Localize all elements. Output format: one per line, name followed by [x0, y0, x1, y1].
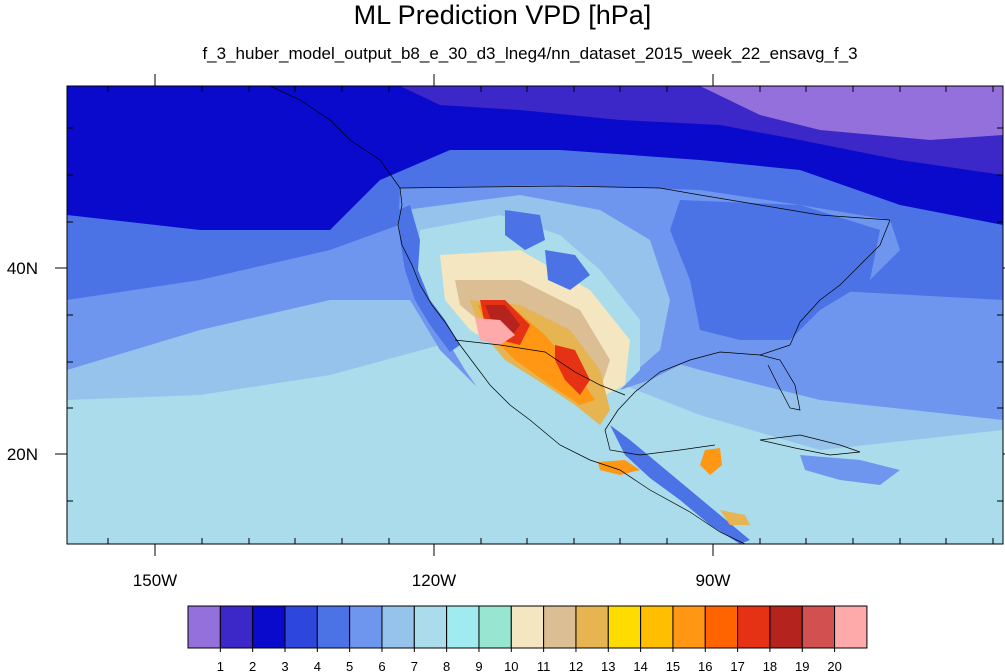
caribbean-blue — [800, 455, 900, 485]
atlantic-coast-line — [789, 219, 891, 346]
colorbar-swatch — [543, 605, 577, 649]
colorbar-swatch — [672, 605, 706, 649]
colorbar-swatch — [187, 605, 221, 649]
mexico-south-orange — [598, 460, 640, 475]
colorbar-swatch — [640, 605, 674, 649]
california-coast-band — [398, 205, 460, 352]
colorbar-label: 11 — [537, 659, 551, 672]
colorbar-swatch — [316, 605, 351, 649]
lat-label-20n: 20N — [7, 445, 38, 464]
colorbar-label: 3 — [281, 659, 288, 672]
colorbar-swatch — [510, 605, 545, 649]
colorbar-swatch — [834, 605, 868, 649]
colorbar-label: 17 — [730, 659, 744, 672]
heat-pink-core — [475, 318, 515, 345]
colorbar-swatch — [413, 605, 448, 649]
colorbar-label: 5 — [346, 659, 353, 672]
colorbar-label: 19 — [795, 659, 809, 672]
yucatan-orange — [700, 448, 722, 475]
colorbar-swatch — [704, 605, 739, 649]
alaska-panhandle-line — [269, 86, 401, 189]
gulf-coast-line — [604, 344, 791, 456]
colorbar-label: 14 — [633, 659, 647, 672]
colorbar-label: 1 — [217, 659, 224, 672]
colorbar-swatch — [284, 605, 318, 649]
map-title: ML Prediction VPD [hPa] — [353, 0, 652, 30]
mexico-border-line — [454, 339, 626, 396]
colorbar-swatch — [575, 605, 609, 649]
colorbar-label: 4 — [314, 659, 321, 672]
axis-ticks — [55, 74, 1005, 556]
map-subtitle: f_3_huber_model_output_b8_e_30_d3_lneg4/… — [202, 44, 858, 63]
lon-label-120w: 120W — [412, 571, 456, 590]
central-america-coast-blue — [610, 425, 750, 544]
hudson-region — [700, 86, 1003, 140]
colorbar-swatch — [252, 605, 286, 649]
colorbar-swatch — [769, 605, 803, 649]
colorbar-label: 18 — [763, 659, 777, 672]
colorbar-swatch — [219, 605, 254, 649]
canada-border-line — [399, 185, 891, 221]
vpd-field — [67, 86, 1003, 544]
central-america-orange — [720, 510, 750, 525]
lon-label-150w: 150W — [133, 571, 177, 590]
rockies-blue-patch — [545, 250, 590, 290]
colorbar-swatch — [381, 605, 415, 649]
florida-line — [759, 354, 801, 411]
colorbar-label: 8 — [443, 659, 450, 672]
colorbar-swatch — [607, 605, 642, 649]
colorbar-swatch — [801, 605, 836, 649]
colorbar-label: 12 — [569, 659, 583, 672]
pacific-coast-line — [397, 187, 746, 544]
colorbar-label: 7 — [411, 659, 418, 672]
colorbar-swatch — [478, 605, 512, 649]
colorbar-swatch — [349, 605, 383, 649]
colorbar-label: 20 — [827, 659, 841, 672]
colorbar-label: 2 — [249, 659, 256, 672]
cuba-line — [759, 434, 861, 456]
hawaii-patch — [120, 432, 240, 468]
lon-label-90w: 90W — [696, 571, 731, 590]
lat-label-40n: 40N — [7, 259, 38, 278]
colorbar-swatch — [737, 605, 771, 649]
colorbar-label: 9 — [475, 659, 482, 672]
coastlines — [269, 86, 891, 544]
colorbar-label: 15 — [666, 659, 680, 672]
colorbar-swatch — [446, 605, 480, 649]
colorbar-label: 13 — [601, 659, 615, 672]
heat-dark-core — [485, 305, 520, 338]
usa-east-zone — [670, 200, 880, 340]
colorbar-label: 10 — [504, 659, 518, 672]
colorbar-label: 6 — [378, 659, 385, 672]
colorbar-label: 16 — [698, 659, 712, 672]
northwest-blue-patch — [505, 210, 545, 250]
colorbar: 1 2 3 4 5 6 7 8 9 10 11 12 13 14 15 16 17 18 19 20 — [187, 605, 868, 672]
